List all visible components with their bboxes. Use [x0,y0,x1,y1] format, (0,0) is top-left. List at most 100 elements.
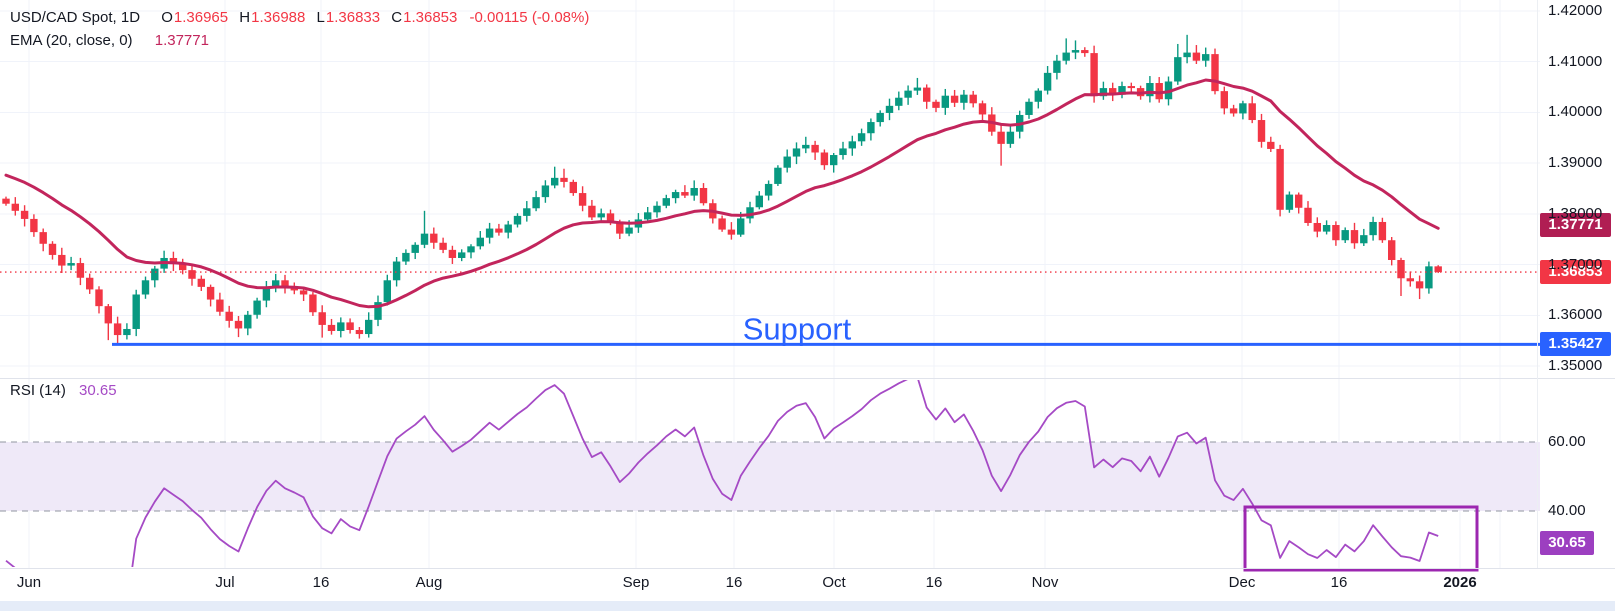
rsi-legend-row[interactable]: RSI (14) 30.65 [10,382,117,399]
candle-body [402,252,410,262]
candle-body [1425,266,1433,289]
candle-body [1146,83,1154,97]
pane-separator[interactable] [0,378,1615,379]
rsi-annotation-box[interactable] [1243,505,1479,572]
rsi-tick-label: 40.00 [1548,502,1586,519]
time-tick-label: 16 [312,574,330,591]
candle-body [1313,222,1321,232]
support-label[interactable]: Support [743,311,852,346]
candle-body [458,252,466,258]
candle-body [1202,54,1210,61]
candle-body [1099,88,1108,97]
candle-body [225,311,233,321]
time-tick-label: 16 [925,574,943,591]
candle-body [411,244,419,253]
candle-body [1388,240,1396,261]
candle-body [625,227,633,234]
candle-body [737,218,745,235]
candle-body [569,181,577,194]
candle-body [206,286,215,300]
candle-body [532,197,540,209]
candle-body [755,195,763,208]
candle-body [653,205,661,213]
candle-body [1071,50,1080,53]
symbol-legend-row[interactable]: USD/CAD Spot, 1D O1.36965 H1.36988 L1.36… [10,6,589,29]
candle-body [39,232,47,244]
candle-body [1378,221,1387,241]
rsi-line[interactable] [5,377,1439,601]
candle-body [216,299,224,312]
candle-body [141,280,150,295]
price-tick-label: 1.35000 [1548,357,1603,374]
candle-body [1081,50,1089,54]
time-tick-label: Nov [1031,574,1059,591]
candle-body [151,268,159,281]
candle-body [876,112,884,123]
candle-body [485,228,494,238]
candle-body [978,103,987,115]
price-tick-label: 1.38000 [1548,204,1603,222]
candle-body [337,322,345,332]
candle-body [123,328,131,336]
candle-body [30,218,38,233]
candle-body [662,198,670,206]
time-tick-label: 16 [725,574,743,591]
candle-body [1174,57,1182,82]
candle-body [997,131,1005,144]
candle-body [76,263,85,278]
candle-body [1332,225,1340,241]
open-label: O [161,9,173,26]
time-axis[interactable] [0,568,1615,602]
candle-body [1062,52,1070,61]
candle-body [820,152,829,166]
candle-body [1118,86,1126,95]
time-tick-label: 16 [1330,574,1348,591]
candle-body [188,270,196,279]
candle-body [495,228,503,233]
ema-value: 1.37771 [154,32,209,49]
candle-body [1341,230,1349,241]
candle-body [1043,72,1052,91]
candle-body [1415,281,1424,289]
price-tick-label: 1.36000 [1548,306,1603,324]
bottom-strip [0,601,1615,611]
ema-line[interactable] [4,78,1440,309]
candle-body [1369,221,1377,236]
candle-body [104,306,112,324]
candle-body [541,185,550,198]
ema-legend-row[interactable]: EMA (20, close, 0) 1.37771 [10,29,589,52]
candle-body [439,242,447,250]
time-tick-label: Oct [822,574,846,591]
candle-body [681,192,689,196]
candle-body [597,213,605,218]
price-tick-label: 1.39000 [1548,154,1603,172]
candle-body [272,280,280,289]
candle-body [1276,148,1284,210]
candle-body [504,224,512,233]
candle-body [262,288,271,301]
candle-body [1006,131,1015,144]
change-value: -0.00115 (-0.08%) [469,9,590,26]
price-axis[interactable] [1537,0,1615,568]
candle-body [1397,260,1405,279]
candle-body [1034,90,1042,102]
candle-body [244,314,252,329]
candle-body [2,198,10,204]
candle-body [1257,120,1266,142]
rsi-label: RSI (14) [10,382,66,399]
support-price-badge: 1.35427 [1540,332,1611,357]
candle-body [699,187,708,204]
candle-body [169,257,178,265]
candle-body [774,167,782,184]
candle-body [1183,52,1191,58]
candle-body [1248,103,1256,121]
candle-body [848,141,856,149]
candle-body [132,294,140,329]
candle-body [606,213,615,223]
candle-body [746,207,754,219]
open-value: 1.36965 [173,9,229,26]
low-label: L [316,9,325,26]
candle-body [513,215,522,225]
